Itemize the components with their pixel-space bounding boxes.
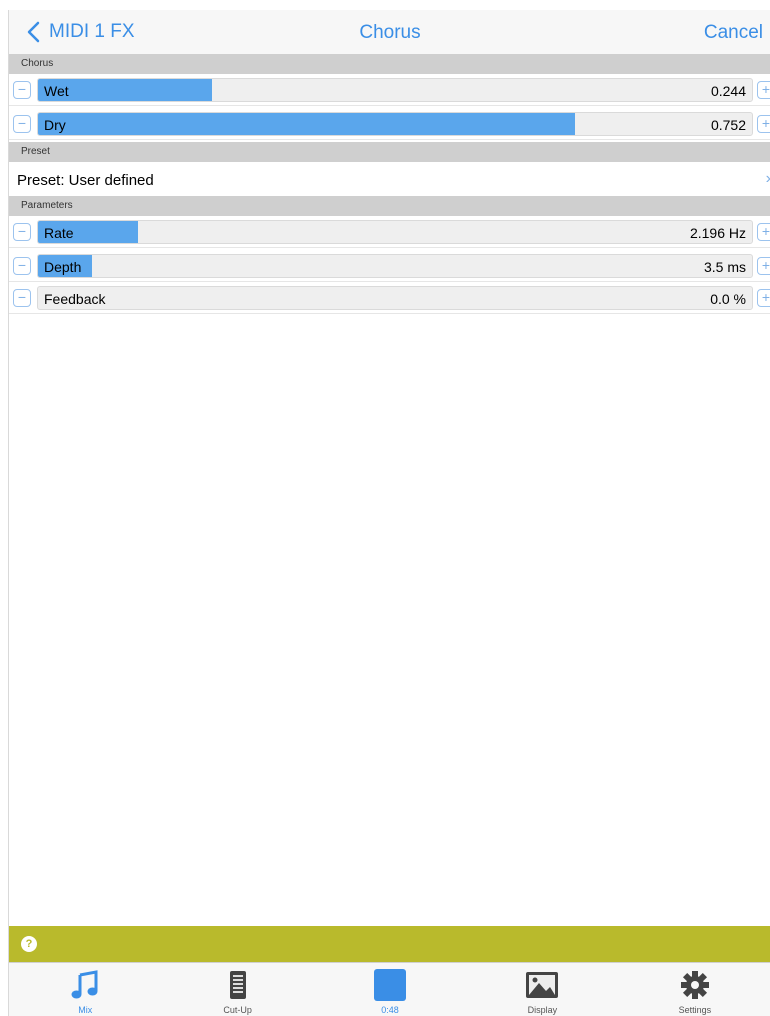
status-bar: ? xyxy=(9,926,770,962)
slider-fill xyxy=(38,113,575,135)
decrement-button[interactable]: − xyxy=(13,223,31,241)
back-button[interactable]: MIDI 1 FX xyxy=(23,20,135,44)
nav-bar: MIDI 1 FX Chorus Cancel xyxy=(9,10,770,54)
tab-label: Cut-Up xyxy=(223,1005,252,1015)
slider-label: Feedback xyxy=(44,291,106,307)
decrement-button[interactable]: − xyxy=(13,289,31,307)
music-note-icon xyxy=(71,970,98,999)
rate-slider[interactable]: Rate 2.196 Hz xyxy=(37,220,753,244)
cancel-button[interactable]: Cancel xyxy=(703,22,763,43)
slider-fill xyxy=(38,79,213,101)
gear-icon xyxy=(680,971,709,999)
slider-label: Rate xyxy=(44,225,74,241)
section-header-parameters: Parameters xyxy=(9,196,770,216)
increment-button[interactable]: + xyxy=(757,289,770,307)
preset-row[interactable]: Preset: User defined › xyxy=(9,164,770,196)
tab-label: 0:48 xyxy=(381,1005,399,1015)
tab-label: Settings xyxy=(678,1005,712,1015)
tab-cut-up[interactable]: Cut-Up xyxy=(161,963,313,1016)
decrement-button[interactable]: − xyxy=(13,115,31,133)
tab-display[interactable]: Display xyxy=(466,963,618,1016)
increment-button[interactable]: + xyxy=(757,81,770,99)
section-header-preset: Preset xyxy=(9,142,770,162)
depth-slider[interactable]: Depth 3.5 ms xyxy=(37,254,753,278)
document-icon xyxy=(229,971,246,999)
stop-square-icon xyxy=(374,969,407,1001)
info-icon[interactable]: ? xyxy=(21,936,37,952)
section-header-chorus: Chorus xyxy=(9,54,770,74)
chevron-right-icon: › xyxy=(766,170,770,188)
tab-timer[interactable]: 0:48 xyxy=(314,963,466,1016)
decrement-button[interactable]: − xyxy=(13,81,31,99)
slider-label: Wet xyxy=(44,83,69,99)
slider-label: Dry xyxy=(44,117,66,133)
slider-value: 2.196 Hz xyxy=(689,225,746,241)
wet-slider[interactable]: Wet 0.244 xyxy=(37,78,753,102)
tab-label: Mix xyxy=(78,1005,93,1015)
tab-mix[interactable]: Mix xyxy=(9,963,161,1016)
app-frame: MIDI 1 FX Chorus Cancel Chorus − Wet 0.2… xyxy=(8,10,770,1016)
feedback-slider[interactable]: Feedback 0.0 % xyxy=(37,286,753,310)
slider-value: 0.0 % xyxy=(710,291,746,307)
param-row-dry: − Dry 0.752 + xyxy=(9,108,770,140)
image-icon xyxy=(526,972,559,998)
slider-value: 3.5 ms xyxy=(703,259,746,275)
back-button-label: MIDI 1 FX xyxy=(49,21,135,42)
param-row-rate: − Rate 2.196 Hz + xyxy=(9,216,770,248)
tab-bar: Mix Cut-Up 0:48 xyxy=(9,962,770,1016)
slider-value: 0.244 xyxy=(710,83,746,99)
increment-button[interactable]: + xyxy=(757,115,770,133)
slider-label: Depth xyxy=(44,259,82,275)
param-row-feedback: − Feedback 0.0 % + xyxy=(9,282,770,314)
tab-settings[interactable]: Settings xyxy=(619,963,770,1016)
increment-button[interactable]: + xyxy=(757,223,770,241)
param-row-depth: − Depth 3.5 ms + xyxy=(9,250,770,282)
dry-slider[interactable]: Dry 0.752 xyxy=(37,112,753,136)
slider-fill xyxy=(38,221,138,243)
page-title: Chorus xyxy=(359,22,421,43)
param-row-wet: − Wet 0.244 + xyxy=(9,74,770,106)
preset-label: Preset: User defined xyxy=(17,172,154,189)
chevron-left-icon xyxy=(27,21,40,43)
decrement-button[interactable]: − xyxy=(13,257,31,275)
tab-label: Display xyxy=(527,1005,558,1015)
slider-value: 0.752 xyxy=(710,117,746,133)
slider-fill xyxy=(38,255,92,277)
increment-button[interactable]: + xyxy=(757,257,770,275)
